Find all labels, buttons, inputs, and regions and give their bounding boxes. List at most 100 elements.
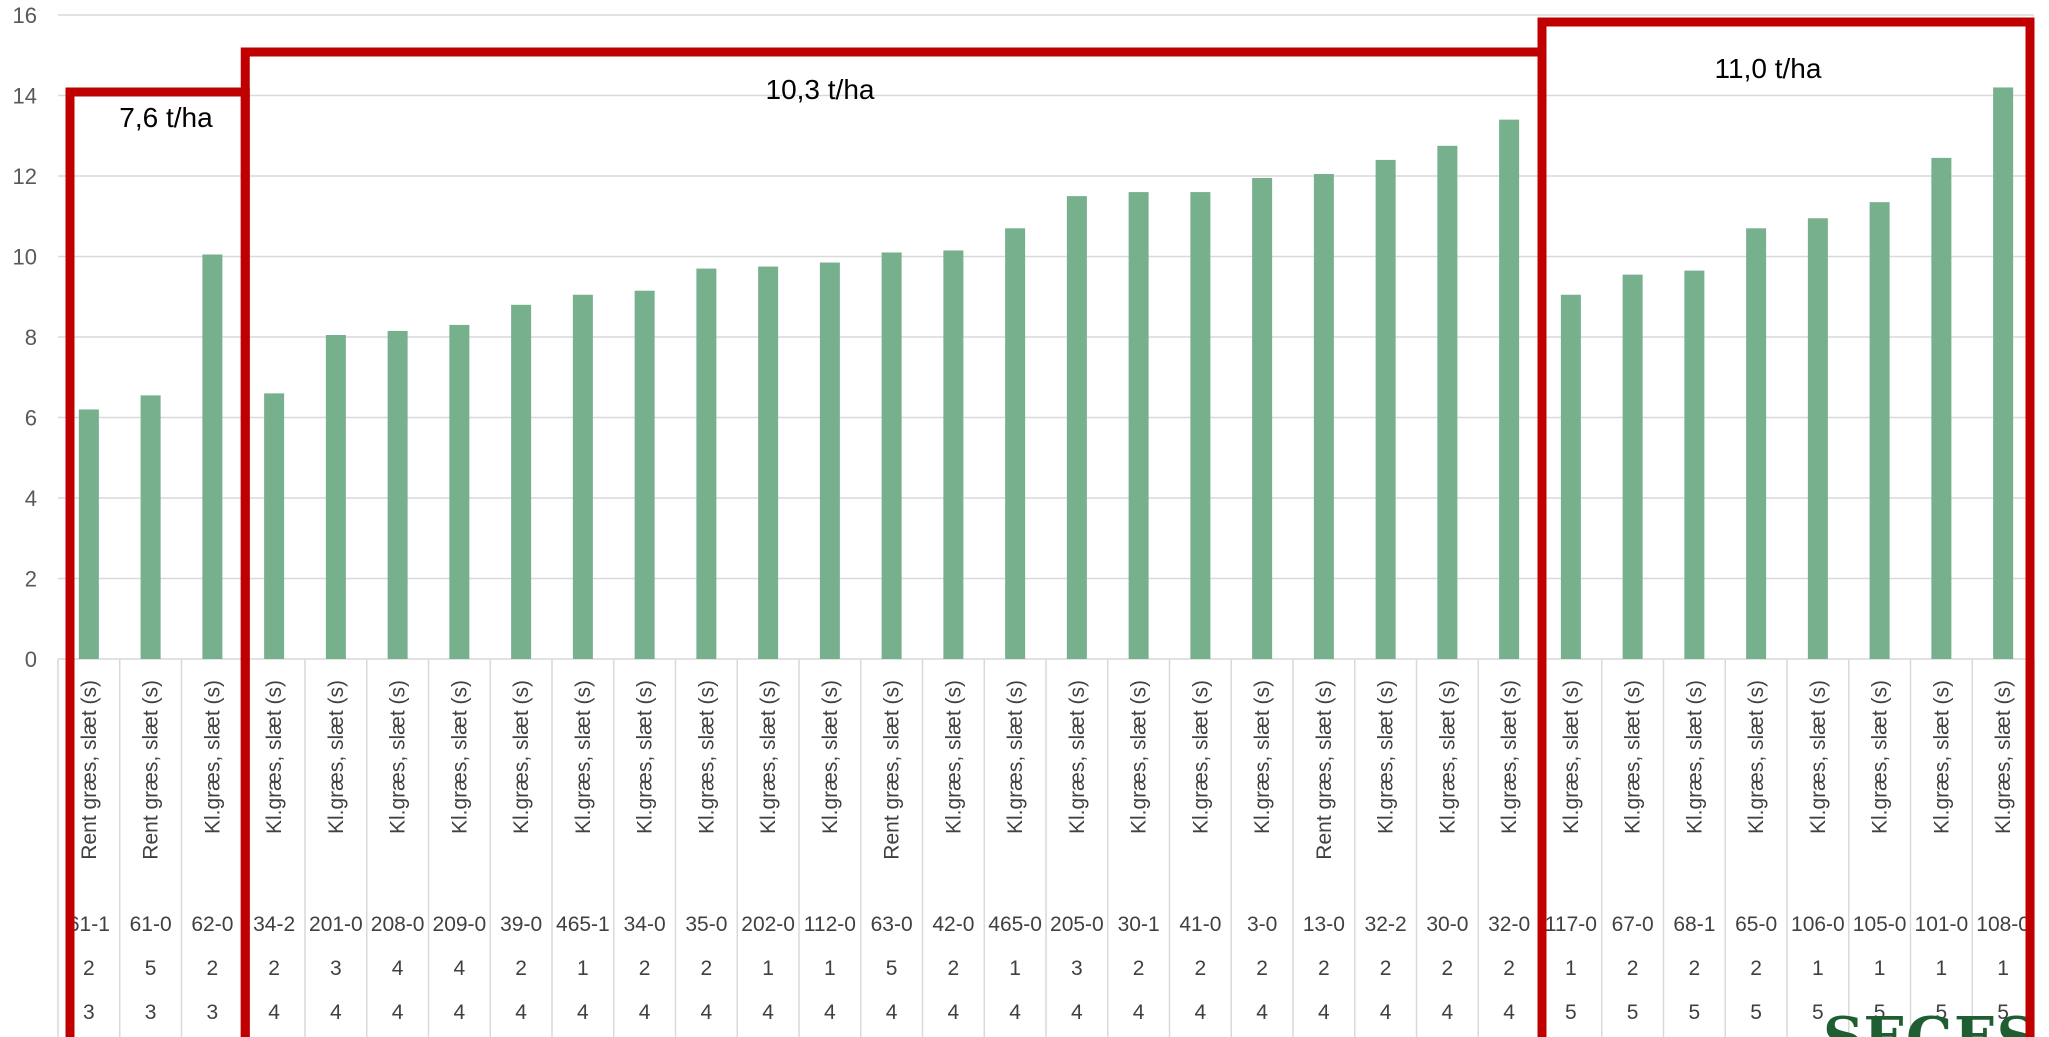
category-code-label: 108-0 [1976, 913, 2030, 936]
category-code-label: 209-0 [433, 913, 487, 936]
bar [696, 268, 717, 659]
category-row3-label: 4 [1380, 1001, 1392, 1024]
category-name-label: Kl.græs, slæt (s) [1189, 680, 1212, 834]
category-row2-label: 2 [948, 957, 960, 980]
category-row2-label: 1 [1874, 957, 1886, 980]
category-name-label: Kl.græs, slæt (s) [1066, 680, 1089, 834]
group-boxes: 7,6 t/ha 10,3 t/ha 11,0 t/ha [65, 17, 2035, 1037]
category-row3-label: 4 [1256, 1001, 1268, 1024]
category-row3-label: 5 [1689, 1001, 1701, 1024]
category-row3-label: 4 [515, 1001, 527, 1024]
category-name-label: Kl.græs, slæt (s) [1622, 680, 1645, 834]
category-row3-label: 4 [948, 1001, 960, 1024]
y-axis: 0 2 4 6 8 10 12 14 16 [13, 3, 37, 672]
category-row2-label: 2 [83, 957, 95, 980]
category-row3-label: 5 [1936, 1001, 1948, 1024]
category-row3-label: 4 [1195, 1001, 1207, 1024]
y-tick-label: 4 [25, 486, 37, 511]
category-code-label: 35-0 [685, 913, 727, 936]
bar [1375, 159, 1396, 659]
group-average-label: 10,3 t/ha [766, 74, 875, 105]
group-average-label: 7,6 t/ha [119, 102, 213, 133]
bar [1684, 270, 1705, 659]
category-code-label: 208-0 [371, 913, 425, 936]
category-row2-label: 2 [1256, 957, 1268, 980]
y-tick-label: 6 [25, 406, 37, 431]
category-code-label: 3-0 [1247, 913, 1277, 936]
category-row2-label: 2 [1133, 957, 1145, 980]
category-code-label: 32-0 [1488, 913, 1530, 936]
category-code-label: 34-2 [253, 913, 295, 936]
category-name-label: Kl.græs, slæt (s) [325, 680, 348, 834]
category-row3-label: 4 [701, 1001, 713, 1024]
bar [511, 304, 532, 659]
category-name-label: Kl.græs, slæt (s) [1930, 680, 1953, 834]
bar [387, 330, 408, 659]
seges-logo-text: SEGES [1823, 1005, 2037, 1037]
category-name-label: Kl.græs, slæt (s) [201, 680, 224, 834]
bar [1746, 228, 1767, 659]
category-row2-label: 1 [1812, 957, 1824, 980]
category-name-label: Kl.græs, slæt (s) [1128, 680, 1151, 834]
category-code-label: 32-2 [1365, 913, 1407, 936]
category-code-label: 63-0 [871, 913, 913, 936]
category-row2-label: 2 [207, 957, 219, 980]
category-code-label: 39-0 [500, 913, 542, 936]
category-row2-label: 3 [330, 957, 342, 980]
bar [1931, 157, 1952, 659]
category-row2-label: 1 [1009, 957, 1021, 980]
category-row3-label: 4 [1503, 1001, 1515, 1024]
category-row2-label: 2 [1318, 957, 1330, 980]
category-row2-label: 1 [1936, 957, 1948, 980]
category-row2-label: 2 [1503, 957, 1515, 980]
category-row2-label: 2 [1442, 957, 1454, 980]
category-row3-label: 4 [824, 1001, 836, 1024]
category-row3-label: 3 [207, 1001, 219, 1024]
category-code-label: 112-0 [804, 913, 856, 936]
category-name-label: Kl.græs, slæt (s) [387, 680, 410, 834]
bar [1622, 274, 1643, 659]
category-name-label: Kl.græs, slæt (s) [1251, 680, 1274, 834]
category-row3-label: 4 [762, 1001, 774, 1024]
category-row3-label: 4 [1133, 1001, 1145, 1024]
category-name-label: Rent græs, slæt (s) [140, 680, 163, 860]
category-row3-label: 4 [1009, 1001, 1021, 1024]
seges-logo: SEGES [1823, 1005, 2037, 1037]
bar [202, 254, 223, 660]
category-row2-label: 1 [762, 957, 774, 980]
category-code-label: 465-0 [988, 913, 1042, 936]
category-row2-label: 2 [701, 957, 713, 980]
y-tick-label: 8 [25, 325, 37, 350]
category-code-label: 465-1 [556, 913, 610, 936]
category-row2-label: 1 [1997, 957, 2009, 980]
bar [1499, 119, 1520, 659]
bar [1437, 145, 1458, 659]
category-row3-label: 5 [1750, 1001, 1762, 1024]
bar [1993, 87, 2014, 659]
category-row2-label: 3 [1071, 957, 1083, 980]
category-name-label: Kl.græs, slæt (s) [263, 680, 286, 834]
category-name-label: Rent græs, slæt (s) [78, 680, 101, 860]
category-code-label: 117-0 [1545, 913, 1597, 936]
category-name-label: Kl.græs, slæt (s) [1745, 680, 1768, 834]
bar [1066, 196, 1087, 659]
category-code-label: 30-1 [1118, 913, 1160, 936]
y-tick-label: 0 [25, 647, 37, 672]
category-code-label: 105-0 [1853, 913, 1907, 936]
category-row3-label: 3 [83, 1001, 95, 1024]
bar [140, 395, 161, 659]
category-row2-label: 2 [1380, 957, 1392, 980]
category-code-label: 34-0 [624, 913, 666, 936]
category-name-label: Kl.græs, slæt (s) [695, 680, 718, 834]
category-row3-label: 5 [1565, 1001, 1577, 1024]
category-code-label: 68-1 [1673, 913, 1715, 936]
category-name-label: Kl.græs, slæt (s) [1807, 680, 1830, 834]
category-row3-label: 4 [392, 1001, 404, 1024]
category-row2-label: 2 [1689, 957, 1701, 980]
bar [1128, 192, 1149, 659]
category-code-label: 42-0 [932, 913, 974, 936]
category-name-label: Kl.græs, slæt (s) [1498, 680, 1521, 834]
category-row2-label: 2 [268, 957, 280, 980]
category-code-label: 67-0 [1612, 913, 1654, 936]
category-row2-label: 2 [639, 957, 651, 980]
